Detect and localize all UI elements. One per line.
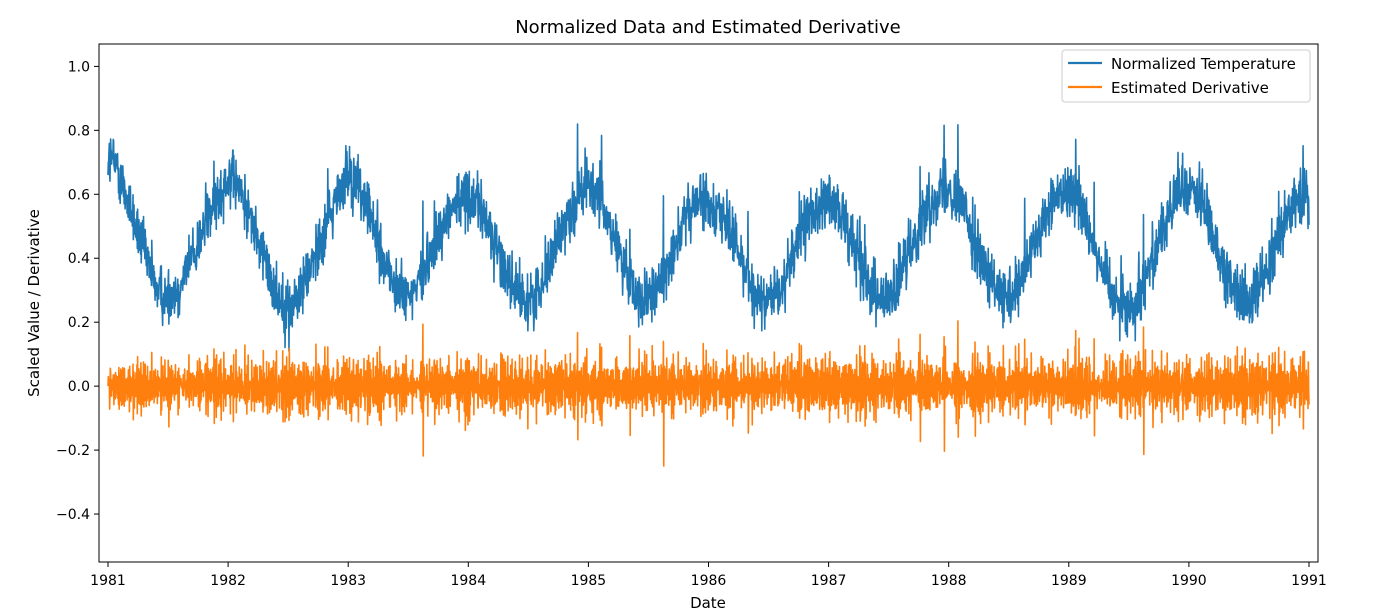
legend: Normalized Temperature Estimated Derivat… <box>1061 49 1311 103</box>
x-tick-label: 1985 <box>571 573 607 589</box>
legend-label-estimated-derivative: Estimated Derivative <box>1111 79 1269 97</box>
y-tick-label: 0.4 <box>68 251 90 267</box>
y-tick-label: −0.4 <box>56 507 90 523</box>
x-tick-label: 1990 <box>1171 573 1207 589</box>
x-tick-label: 1986 <box>691 573 727 589</box>
x-axis-ticks: 1981 1982 1983 1984 1985 1986 1987 1988 1989 1990… <box>90 562 1327 589</box>
y-tick-label: −0.2 <box>56 443 90 459</box>
x-tick-label: 1984 <box>450 573 486 589</box>
series-line-normalized-temperature <box>107 123 1310 352</box>
y-tick-label: 0.6 <box>68 187 90 203</box>
x-tick-label: 1981 <box>90 573 126 589</box>
y-tick-label: 1.0 <box>68 59 90 75</box>
y-tick-label: 0.0 <box>68 379 90 395</box>
legend-label-normalized-temperature: Normalized Temperature <box>1111 55 1296 73</box>
plot-area <box>107 123 1310 467</box>
y-tick-label: 0.8 <box>68 123 90 139</box>
x-tick-label: 1987 <box>811 573 847 589</box>
chart-title: Normalized Data and Estimated Derivative <box>515 17 901 38</box>
y-tick-label: 0.2 <box>68 315 90 331</box>
x-tick-label: 1982 <box>210 573 246 589</box>
y-axis-label: Scaled Value / Derivative <box>25 209 43 397</box>
x-tick-label: 1991 <box>1291 573 1327 589</box>
x-axis-label: Date <box>690 594 726 612</box>
y-axis-ticks: −0.4 −0.2 0.0 0.2 0.4 0.6 0.8 1.0 <box>56 59 99 523</box>
x-tick-label: 1988 <box>931 573 967 589</box>
series-line-estimated-derivative <box>107 320 1310 467</box>
legend-box <box>1061 49 1311 103</box>
x-tick-label: 1989 <box>1051 573 1087 589</box>
x-tick-label: 1983 <box>330 573 366 589</box>
